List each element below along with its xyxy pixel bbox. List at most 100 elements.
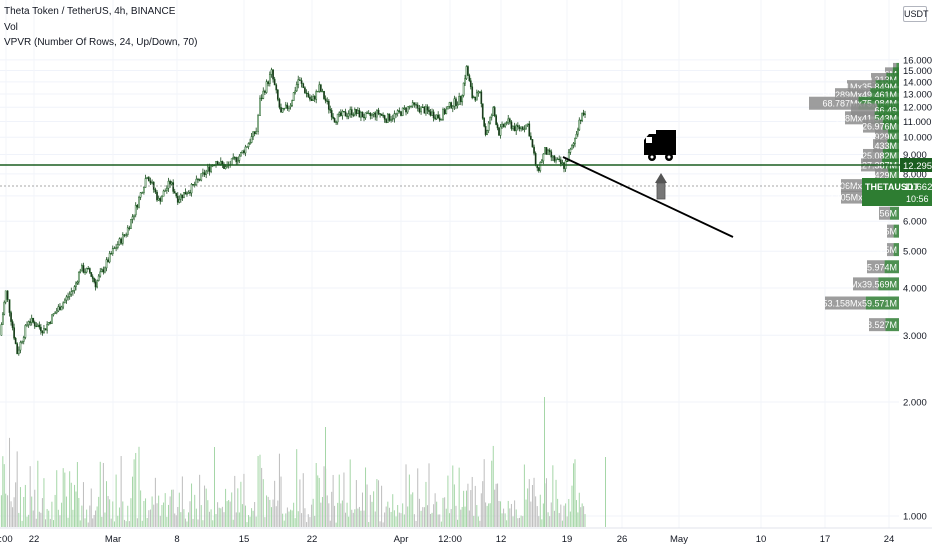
volume-bar [465,490,467,527]
candle [147,177,150,182]
volume-bar [283,520,285,527]
volume-bar [379,521,381,527]
candle [8,299,11,313]
candle [93,278,95,283]
volume-bar [369,494,371,527]
candle [410,105,412,108]
candle [534,153,537,165]
candle [195,178,198,186]
candle [252,131,254,137]
vpvr-row-up [888,168,899,182]
candle [537,167,540,171]
candle [335,121,337,124]
candle [159,198,162,202]
volume-bar [439,514,441,527]
volume-bar [518,517,520,527]
candle [530,135,532,140]
trendline[interactable] [562,156,734,238]
candle [382,115,384,117]
candle [54,312,56,314]
candle [36,324,39,327]
candle [468,75,471,81]
candle [265,81,268,93]
volume-bar [376,479,378,527]
candle [172,182,175,192]
volume-bar [43,478,45,527]
volume-bar [9,437,11,527]
candle [358,110,361,118]
volume-bar [178,492,180,527]
candle [572,143,575,146]
volume-bar [457,519,459,527]
candle [455,98,457,107]
price-axis[interactable]: 1.0002.0003.0004.0005.0006.0007.0008.000… [903,55,932,522]
candle [550,151,553,158]
candle [465,66,468,79]
volume-bar [407,506,409,527]
candle [401,107,404,116]
volume-bar [249,516,251,527]
candle [575,133,578,139]
volume-bar [76,462,78,527]
candle [46,324,48,331]
candle [431,111,433,116]
candle [357,110,359,115]
volume-bar [431,512,433,527]
candle [267,81,270,84]
currency-selector[interactable]: USDT [903,6,929,22]
candle [183,192,185,199]
volume-bar [59,515,61,527]
vpvr-row-label: 50.289Mx49.461M [822,90,897,100]
volume-bar [434,493,436,527]
volume-bar [329,520,331,527]
candle [3,301,6,315]
time-tick-label: 22 [307,534,318,545]
vpvr-row-up [887,139,899,153]
candle [81,265,83,272]
volume-bar [418,498,420,527]
candle [273,78,276,86]
candle [350,109,353,116]
vpvr-row-label: 5.5M [877,227,897,237]
candle [440,119,443,121]
volume-bar [148,510,150,527]
candle [130,219,132,229]
candle [416,104,419,109]
volume-bar [400,513,402,527]
candle [255,131,258,135]
candle [52,313,55,316]
volume-bar [507,500,509,527]
volume-bar [270,507,272,527]
volume-bar [514,500,516,527]
symbol-title: Theta Token / TetherUS, 4h, BINANCE [4,6,176,17]
candle [205,170,208,175]
candle [259,97,261,116]
volume-indicator-label[interactable]: Vol [4,22,18,33]
volume-bar [504,513,506,527]
candle [138,196,140,208]
candle [173,191,176,194]
volume-bar [106,481,108,527]
candle [579,119,582,122]
candle [582,112,585,116]
vpvr-row-label: 958Mx41.543M [835,113,897,123]
volume-bar [565,503,567,527]
volume-bar [403,514,405,527]
candle [584,113,586,116]
candle [197,178,199,181]
volume-bar [110,518,112,527]
volume-bar [583,506,585,527]
volume-bar [381,485,383,527]
candle [353,109,356,116]
candle [313,96,316,100]
volume-bar [509,508,511,527]
time-axis[interactable]: :00 22 Mar 8 15 22 Apr 12:00 12 19 26 May 10 17 24 [0,527,932,545]
candle [360,111,362,118]
candle [26,324,28,326]
candle [33,321,36,327]
candle [461,95,464,103]
vpvr-indicator-label[interactable]: VPVR (Number Of Rows, 24, Up/Down, 70) [4,37,198,48]
candle [459,96,462,103]
volume-bar [90,488,92,527]
